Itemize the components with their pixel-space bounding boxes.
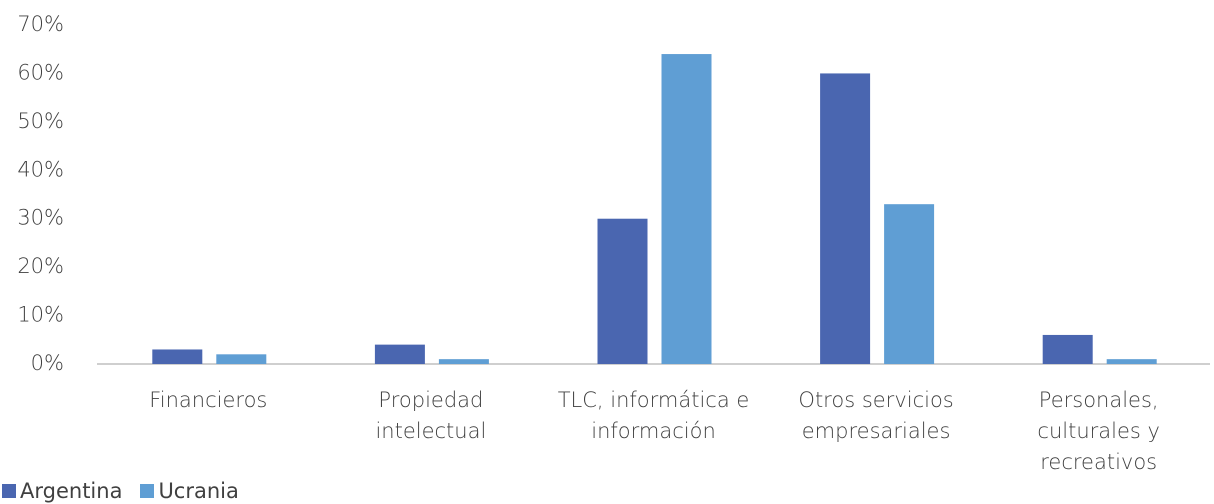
legend-label: Ucrania	[158, 479, 239, 503]
bar	[438, 359, 489, 364]
y-tick-label: 30%	[17, 206, 64, 230]
legend-label: Argentina	[20, 479, 123, 503]
legend-swatch	[140, 484, 155, 498]
y-tick-label: 0%	[31, 351, 64, 375]
legend-item: Ucrania	[140, 479, 239, 503]
bar	[152, 349, 203, 364]
bar	[597, 218, 648, 364]
y-tick-label: 70%	[17, 12, 64, 36]
bar	[374, 344, 425, 364]
bar	[884, 204, 935, 364]
y-tick-label: 40%	[17, 157, 64, 181]
x-tick-label: Financieros	[149, 388, 268, 412]
legend-swatch	[2, 484, 16, 498]
x-tick-label: TLC, informática e información	[557, 388, 750, 443]
x-tick-label: Otros servicios empresariales	[798, 388, 954, 443]
y-tick-label: 20%	[17, 254, 64, 278]
legend-item: Argentina	[2, 479, 122, 503]
bar	[820, 73, 871, 364]
x-tick-label: Propiedad intelectual	[375, 388, 487, 443]
y-tick-label: 50%	[17, 109, 64, 133]
x-tick-label: Personales, culturales y recreativos	[1037, 388, 1160, 474]
bar	[1042, 334, 1093, 364]
bar	[661, 54, 712, 365]
y-tick-label: 10%	[17, 303, 64, 327]
bar	[216, 354, 267, 364]
bar	[1106, 359, 1157, 364]
y-tick-label: 60%	[17, 60, 64, 84]
legend: Argentina Ucrania	[2, 479, 239, 503]
